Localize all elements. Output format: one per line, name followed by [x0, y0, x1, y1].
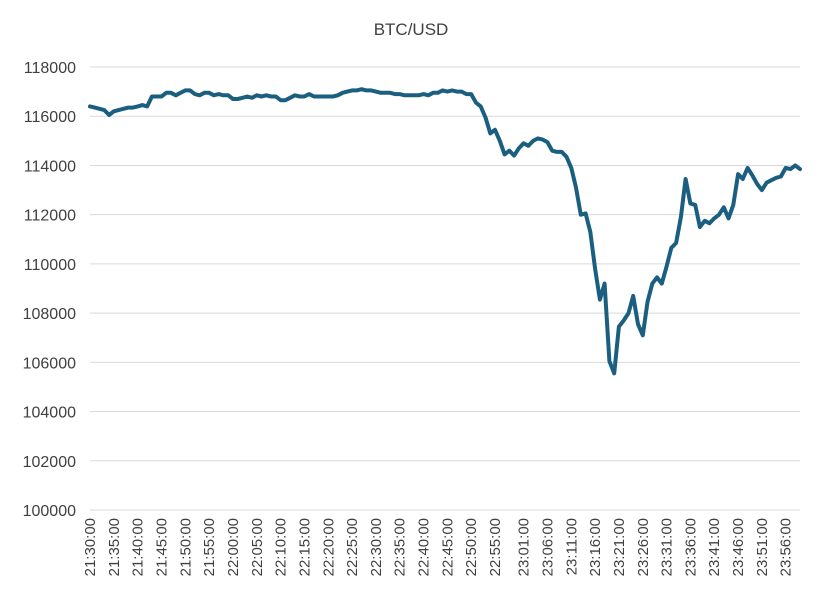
x-tick-label: 22:00:00 — [225, 518, 242, 576]
x-tick-label: 22:55:00 — [487, 518, 504, 576]
x-tick-label: 23:46:00 — [730, 518, 747, 576]
x-tick-label: 22:45:00 — [439, 518, 456, 576]
y-tick-label: 110000 — [24, 257, 76, 274]
x-tick-label: 21:35:00 — [106, 518, 123, 576]
y-tick-label: 100000 — [23, 503, 76, 520]
x-tick-label: 23:06:00 — [539, 518, 556, 576]
x-tick-label: 23:41:00 — [706, 518, 723, 576]
x-axis-tick-labels: 21:30:00 21:35:00 21:40:00 21:45:00 21:50:00… — [82, 518, 795, 576]
y-tick-label: 112000 — [24, 208, 76, 225]
y-tick-label: 116000 — [24, 109, 76, 126]
y-tick-label: 118000 — [24, 60, 76, 77]
x-tick-label: 22:50:00 — [463, 518, 480, 576]
y-tick-label: 102000 — [23, 454, 76, 471]
gridlines — [90, 66, 800, 511]
x-tick-label: 23:21:00 — [611, 518, 628, 576]
y-tick-label: 104000 — [23, 405, 76, 422]
x-tick-label: 23:56:00 — [778, 518, 795, 576]
x-tick-label: 23:31:00 — [659, 518, 676, 576]
y-axis-tick-labels: 100000 102000 104000 106000 108000 110000 1120… — [23, 60, 76, 520]
x-tick-label: 22:20:00 — [320, 518, 337, 576]
x-tick-label: 22:40:00 — [416, 518, 433, 576]
y-tick-label: 108000 — [23, 306, 76, 323]
x-tick-label: 22:25:00 — [344, 518, 361, 576]
x-tick-label: 22:10:00 — [273, 518, 290, 576]
x-tick-label: 23:16:00 — [587, 518, 604, 576]
x-tick-label: 23:01:00 — [516, 518, 533, 576]
x-tick-label: 21:50:00 — [177, 518, 194, 576]
x-tick-label: 21:45:00 — [154, 518, 171, 576]
y-tick-label: 106000 — [23, 355, 76, 372]
y-tick-label: 114000 — [24, 158, 76, 175]
x-tick-label: 21:55:00 — [201, 518, 218, 576]
x-tick-label: 23:36:00 — [682, 518, 699, 576]
x-tick-label: 22:30:00 — [368, 518, 385, 576]
x-tick-label: 23:26:00 — [635, 518, 652, 576]
x-tick-label: 22:05:00 — [249, 518, 266, 576]
x-tick-label: 22:15:00 — [296, 518, 313, 576]
x-tick-label: 23:11:00 — [563, 518, 580, 575]
series-line-0 — [88, 87, 802, 376]
x-tick-label: 21:30:00 — [82, 518, 99, 576]
chart-title: BTC/USD — [374, 20, 449, 39]
x-tick-label: 23:51:00 — [754, 518, 771, 576]
series-layer — [88, 87, 802, 376]
x-tick-label: 21:40:00 — [130, 518, 147, 576]
x-tick-label: 22:35:00 — [392, 518, 409, 576]
